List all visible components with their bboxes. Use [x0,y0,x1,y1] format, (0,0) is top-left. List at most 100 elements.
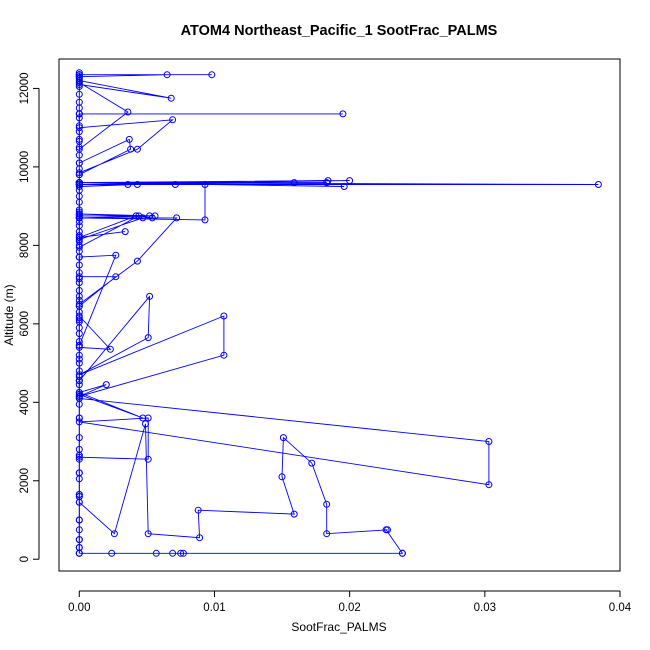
data-point [124,181,132,188]
data-point [75,343,83,351]
data-point [75,169,83,177]
y-axis: 0 2000 4000 6000 8000 10000 12000 [19,72,40,562]
data-point [75,90,83,98]
data-point [139,214,147,222]
data-point [167,94,175,102]
data-point [75,300,83,308]
data-point [106,345,114,353]
data-point [133,145,141,153]
data-point [75,469,83,477]
data-point [75,183,83,190]
data-point [75,390,83,398]
data-point [179,549,187,557]
data-point [75,549,83,557]
data-point [323,530,331,538]
chart-title: ATOM4 Northeast_Pacific_1 SootFrac_PALMS [181,23,498,39]
data-point [75,145,83,153]
data-point [278,473,286,481]
data-point [144,530,152,538]
data-point [152,549,160,557]
data-point [75,243,83,251]
data-point [173,214,181,222]
data-point [194,506,202,514]
data-point [75,81,83,88]
series-4 [75,181,209,310]
data-point [290,510,298,518]
y-tick-label: 4000 [19,389,31,415]
data-point [144,414,152,422]
data-point [201,216,209,224]
x-tick-label: 0.00 [68,602,90,614]
data-point [279,434,287,442]
data-point [485,481,493,489]
data-point [127,145,135,153]
data-point [75,302,83,310]
y-tick-label: 6000 [19,311,31,337]
data-point [75,181,83,188]
series-line [78,74,343,176]
y-tick-label: 12000 [19,72,31,104]
x-tick-label: 0.03 [474,602,496,614]
data-point [139,414,147,422]
data-point [146,292,154,300]
data-point [340,183,348,190]
data-point [112,251,120,259]
data-point [75,179,83,187]
data-point [75,491,83,498]
data-point [146,212,154,220]
data-point [135,212,143,220]
x-axis: 0.00 0.01 0.02 0.03 0.04 [68,590,632,614]
x-tick-label: 0.01 [203,602,225,614]
data-point [75,536,83,544]
x-tick-label: 0.04 [609,602,632,614]
plot-frame [58,58,621,572]
data-point [133,257,141,265]
data-point [169,549,177,557]
data-point [163,71,171,79]
series-line [78,423,404,554]
data-point [132,212,140,220]
data-point [398,549,406,557]
series-6 [75,71,347,179]
data-point [323,500,331,508]
data-point [144,334,152,342]
series-3 [75,251,493,489]
data-point [75,214,83,222]
x-axis-label: SootFrac_PALMS [291,620,386,634]
data-point [75,124,83,132]
data-point [121,228,129,236]
y-axis-label: Altitude (m) [2,284,16,345]
data-point [110,530,118,538]
data-point [75,98,83,106]
data-point [169,116,177,124]
data-point [75,392,83,400]
data-point [75,516,83,524]
y-tick-label: 8000 [19,233,31,259]
data-point [75,273,83,281]
data-point [75,73,83,81]
data-point [108,549,116,557]
data-point [75,341,83,349]
data-point [339,110,347,118]
data-point [151,212,159,220]
data-point [75,312,83,320]
data-point [290,179,298,187]
series-line [78,184,206,307]
data-point [75,234,83,241]
data-point [144,455,152,463]
series-2 [75,420,406,557]
series-layer [75,69,602,557]
data-point [75,171,83,179]
data-point [112,273,120,281]
data-point [125,135,133,143]
y-tick-label: 2000 [19,468,31,494]
data-point [177,549,185,557]
data-point [324,177,332,185]
y-tick-label: 10000 [19,151,31,183]
data-point [196,534,204,542]
data-point [75,110,83,118]
series-5 [75,177,602,190]
data-point [75,210,83,218]
data-point [75,414,83,422]
